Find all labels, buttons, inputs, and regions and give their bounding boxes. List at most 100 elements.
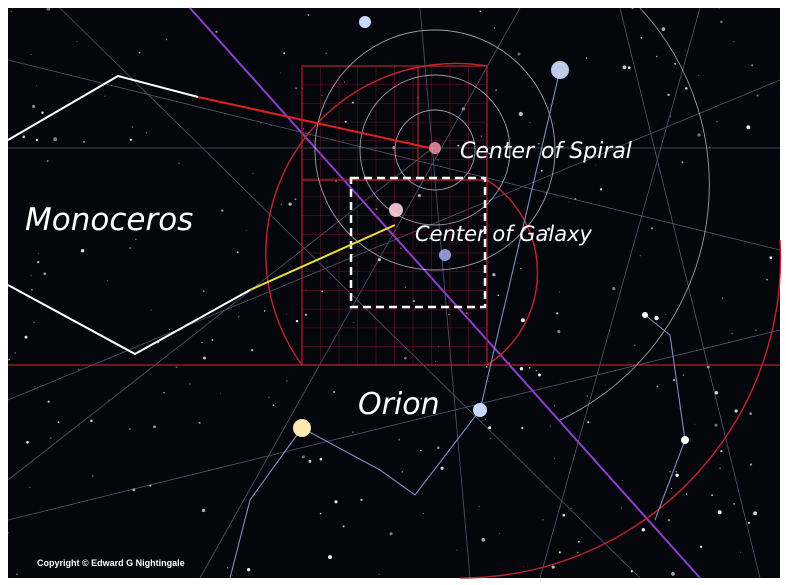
star: [41, 112, 43, 114]
star: [642, 528, 645, 531]
star: [139, 52, 141, 54]
star: [612, 287, 615, 290]
star: [568, 201, 569, 202]
star: [669, 471, 670, 472]
star: [153, 425, 156, 428]
star: [577, 552, 578, 553]
star: [600, 188, 602, 190]
star: [466, 312, 468, 314]
star: [586, 395, 587, 396]
star: [37, 261, 39, 263]
star: [700, 546, 702, 548]
star: [732, 333, 733, 334]
star: [232, 575, 233, 576]
star: [740, 552, 741, 553]
star: [405, 287, 406, 288]
star: [550, 426, 551, 427]
star: [38, 253, 39, 254]
star: [203, 357, 206, 360]
star: [595, 165, 596, 166]
star: [499, 533, 500, 534]
star: [295, 87, 297, 89]
star: [517, 53, 520, 56]
star: [420, 450, 421, 451]
star: [328, 555, 332, 559]
star: [294, 198, 296, 200]
star: [733, 503, 735, 505]
star: [211, 339, 213, 341]
star: [748, 522, 750, 524]
star: [83, 141, 85, 143]
star: [166, 39, 167, 40]
star: [360, 499, 362, 501]
star: [485, 419, 486, 420]
star: [343, 525, 345, 527]
star: [53, 137, 57, 141]
star: [253, 173, 254, 174]
label: Center of Spiral: [460, 139, 632, 164]
star: [685, 87, 688, 90]
star: [756, 94, 758, 96]
star: [280, 73, 281, 74]
star: [22, 135, 25, 138]
star: [320, 458, 323, 461]
star: [734, 409, 737, 412]
star: [15, 352, 17, 354]
label: Orion: [358, 387, 440, 422]
star: [398, 439, 400, 441]
star: [571, 508, 572, 509]
star: [402, 471, 403, 472]
star: [251, 349, 253, 351]
star: [720, 468, 721, 469]
star: [246, 230, 247, 231]
star: [11, 11, 12, 12]
star: [623, 65, 627, 69]
star: [621, 508, 622, 509]
star: [50, 437, 52, 439]
star: [25, 336, 28, 339]
star: [554, 458, 555, 459]
star: [749, 412, 752, 415]
star: [481, 136, 482, 137]
star: [260, 123, 261, 124]
star: [176, 366, 178, 368]
star: [81, 249, 84, 252]
star: [628, 66, 631, 69]
star: [683, 374, 684, 375]
star: [478, 506, 479, 507]
star: [379, 574, 380, 575]
star: [169, 329, 170, 330]
star: [31, 54, 32, 55]
star: [520, 367, 523, 370]
star: [435, 361, 436, 362]
star: [666, 314, 667, 315]
star: [325, 53, 326, 54]
star: [273, 405, 275, 407]
star: [322, 95, 323, 96]
star: [30, 275, 31, 276]
star: [46, 7, 50, 11]
star: [634, 345, 635, 346]
star: [490, 438, 491, 439]
star: [541, 170, 543, 172]
star: [557, 330, 560, 333]
star: [538, 373, 541, 376]
label: Center of Galaxy: [415, 222, 593, 246]
star: [675, 474, 678, 477]
star: [423, 513, 424, 514]
star: [31, 289, 32, 290]
star: [129, 428, 130, 429]
star: [753, 511, 757, 515]
star: [308, 14, 309, 15]
star: [352, 431, 353, 432]
star: [586, 57, 587, 58]
star: [667, 94, 669, 96]
star: [302, 455, 305, 458]
star: [221, 209, 223, 211]
star: [488, 426, 491, 429]
star: [682, 161, 684, 163]
star: [36, 139, 38, 141]
star: [495, 89, 497, 91]
star: [437, 446, 440, 449]
star: [640, 255, 641, 256]
